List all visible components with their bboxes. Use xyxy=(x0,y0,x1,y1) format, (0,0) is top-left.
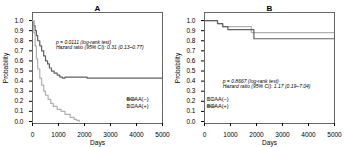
svg-text:BCAA(+): BCAA(+) xyxy=(207,103,229,109)
svg-text:5000: 5000 xyxy=(155,131,170,138)
svg-text:Probability: Probability xyxy=(2,52,10,83)
svg-text:BCAA(−): BCAA(−) xyxy=(127,96,149,102)
svg-text:0.7: 0.7 xyxy=(14,47,23,54)
svg-text:p = 0.0111 (log-rank test)Haza: p = 0.0111 (log-rank test)Hazard ratio (… xyxy=(55,39,144,50)
svg-text:0.8: 0.8 xyxy=(186,37,195,44)
svg-text:0: 0 xyxy=(203,131,207,138)
svg-text:0: 0 xyxy=(31,131,35,138)
svg-text:0.5: 0.5 xyxy=(14,67,23,74)
svg-text:4000: 4000 xyxy=(301,131,316,138)
svg-text:1.0: 1.0 xyxy=(14,17,23,24)
svg-text:0.4: 0.4 xyxy=(14,77,23,84)
svg-text:5000: 5000 xyxy=(327,131,342,138)
svg-text:0.9: 0.9 xyxy=(14,27,23,34)
svg-text:0.6: 0.6 xyxy=(14,57,23,64)
svg-text:0.9: 0.9 xyxy=(186,27,195,34)
svg-text:1.0: 1.0 xyxy=(186,17,195,24)
svg-text:0.1: 0.1 xyxy=(14,107,23,114)
svg-text:0.5: 0.5 xyxy=(186,67,195,74)
svg-text:B: B xyxy=(267,4,273,13)
svg-text:0.3: 0.3 xyxy=(186,87,195,94)
svg-text:1000: 1000 xyxy=(51,131,66,138)
svg-text:p = 0.8667 (log-rank test)Haza: p = 0.8667 (log-rank test)Hazard ratio (… xyxy=(222,78,311,89)
svg-text:0.8: 0.8 xyxy=(14,37,23,44)
svg-text:BCAA(−): BCAA(−) xyxy=(207,96,229,102)
svg-text:0.1: 0.1 xyxy=(186,107,195,114)
svg-text:0.2: 0.2 xyxy=(186,97,195,104)
svg-text:4000: 4000 xyxy=(129,131,144,138)
svg-text:0.3: 0.3 xyxy=(14,87,23,94)
svg-text:3000: 3000 xyxy=(275,131,290,138)
svg-text:BCAA(+): BCAA(+) xyxy=(127,103,149,109)
svg-text:0.7: 0.7 xyxy=(186,47,195,54)
svg-text:Probability: Probability xyxy=(174,52,182,83)
svg-text:0.6: 0.6 xyxy=(186,57,195,64)
svg-text:2000: 2000 xyxy=(249,131,264,138)
svg-text:0.0: 0.0 xyxy=(186,118,195,125)
svg-text:A: A xyxy=(95,4,101,13)
svg-text:0.0: 0.0 xyxy=(14,118,23,125)
svg-text:2000: 2000 xyxy=(77,131,92,138)
svg-text:0.4: 0.4 xyxy=(186,77,195,84)
svg-text:Days: Days xyxy=(90,139,106,147)
svg-text:3000: 3000 xyxy=(103,131,118,138)
svg-text:1000: 1000 xyxy=(223,131,238,138)
svg-text:Days: Days xyxy=(262,139,278,147)
svg-text:0.2: 0.2 xyxy=(14,97,23,104)
